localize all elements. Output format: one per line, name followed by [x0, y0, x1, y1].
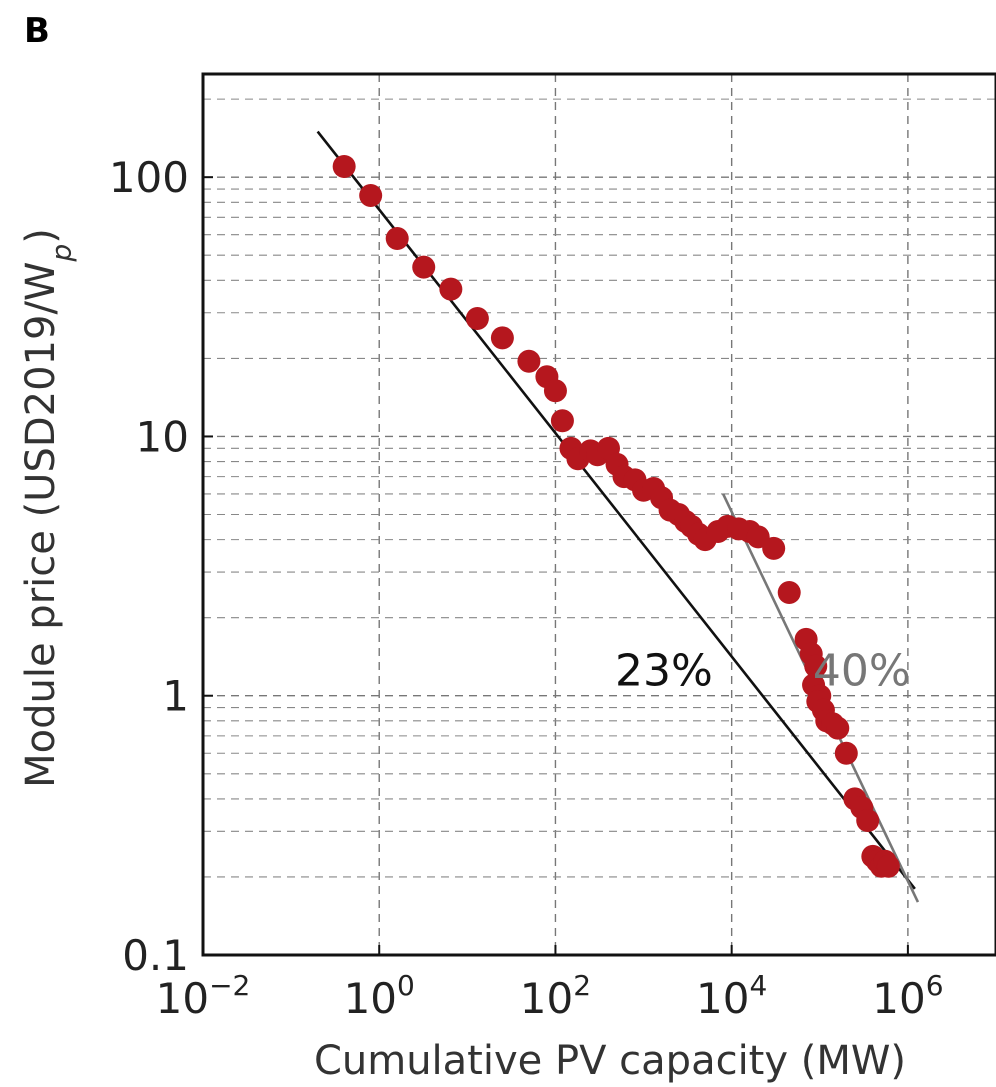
data-point	[550, 409, 574, 433]
y-tick-label: 0.1	[122, 931, 189, 980]
x-tick-label: 100	[344, 969, 415, 1023]
plot-frame	[201, 72, 996, 957]
x-tick-label: 106	[872, 969, 943, 1023]
fit-line-0	[316, 130, 916, 890]
grid	[203, 74, 996, 955]
x-tick-label: 10−2	[156, 969, 251, 1023]
y-tick-label: 10	[136, 412, 189, 461]
data-point	[412, 255, 436, 279]
data-point	[517, 349, 541, 373]
panel-label: B	[24, 11, 50, 51]
data-point	[856, 809, 880, 833]
fit-lines	[316, 130, 920, 903]
x-axis-label: Cumulative PV capacity (MW)	[314, 1038, 906, 1084]
x-tick-label: 104	[696, 969, 767, 1023]
data-point	[876, 854, 900, 878]
x-tick-labels: 10−2 100 102 104 106	[156, 945, 944, 1023]
data-point	[834, 741, 858, 765]
x-tick-label: 102	[520, 969, 591, 1023]
data-point	[804, 654, 828, 678]
y-tick-label: 100	[109, 153, 189, 202]
data-point	[385, 227, 409, 251]
data-point	[490, 326, 514, 350]
data-points	[332, 154, 900, 878]
fit-line-labels: 23% 40%	[615, 646, 911, 697]
data-point	[359, 183, 383, 207]
data-point	[439, 277, 463, 301]
data-point	[826, 716, 850, 740]
y-axis-label: Module price (USD2019/Wp)	[18, 228, 78, 788]
data-point	[762, 536, 786, 560]
data-point	[332, 154, 356, 178]
fit-line-label-1: 40%	[813, 646, 911, 697]
fit-line-label-0: 23%	[615, 646, 713, 697]
data-point	[543, 379, 567, 403]
data-point	[465, 307, 489, 331]
y-tick-label: 1	[162, 672, 189, 721]
y-tick-labels: 0.1 1 10 100	[109, 153, 213, 980]
data-point	[777, 581, 801, 605]
